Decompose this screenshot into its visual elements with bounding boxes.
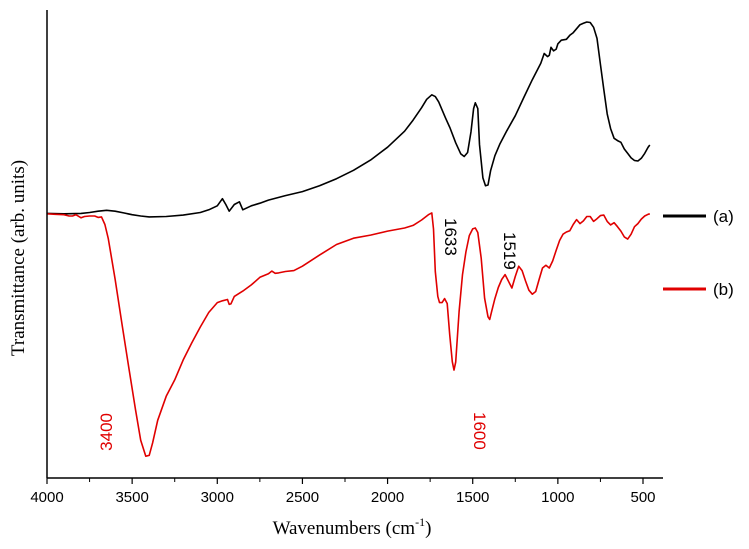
annotation-1519: 1519: [500, 232, 519, 270]
y-axis-title: Transmittance (arb. units): [8, 160, 29, 356]
legend-label-b: (b): [713, 280, 734, 299]
x-tick-label-1500: 1500: [456, 489, 489, 506]
series-line-b: [46, 212, 651, 457]
legend-label-a: (a): [713, 207, 734, 226]
plot-lines: [46, 21, 651, 457]
annotation-1600: 1600: [470, 412, 489, 450]
annotation-1633: 1633: [441, 218, 460, 256]
x-axis-title-sup: -1: [415, 515, 425, 529]
x-tick-label-3500: 3500: [115, 489, 148, 506]
x-tick-label-2000: 2000: [371, 489, 404, 506]
x-axis-title-main: Wavenumbers (cm: [273, 518, 416, 539]
x-tick-label-2500: 2500: [286, 489, 319, 506]
x-tick-label-1000: 1000: [541, 489, 574, 506]
x-tick-label-3000: 3000: [201, 489, 234, 506]
x-axis-title-tail: ): [425, 518, 431, 539]
series-line-a: [46, 21, 651, 218]
x-tick-label-4000: 4000: [30, 489, 63, 506]
legend: (a) (b): [663, 207, 734, 299]
x-ticks: 4000 3500 3000 2500 2000 1500 1000 500: [30, 478, 656, 506]
x-tick-label-500: 500: [630, 489, 655, 506]
x-axis-title: Wavenumbers (cm-1): [273, 515, 432, 539]
annotation-3400: 3400: [97, 413, 116, 451]
